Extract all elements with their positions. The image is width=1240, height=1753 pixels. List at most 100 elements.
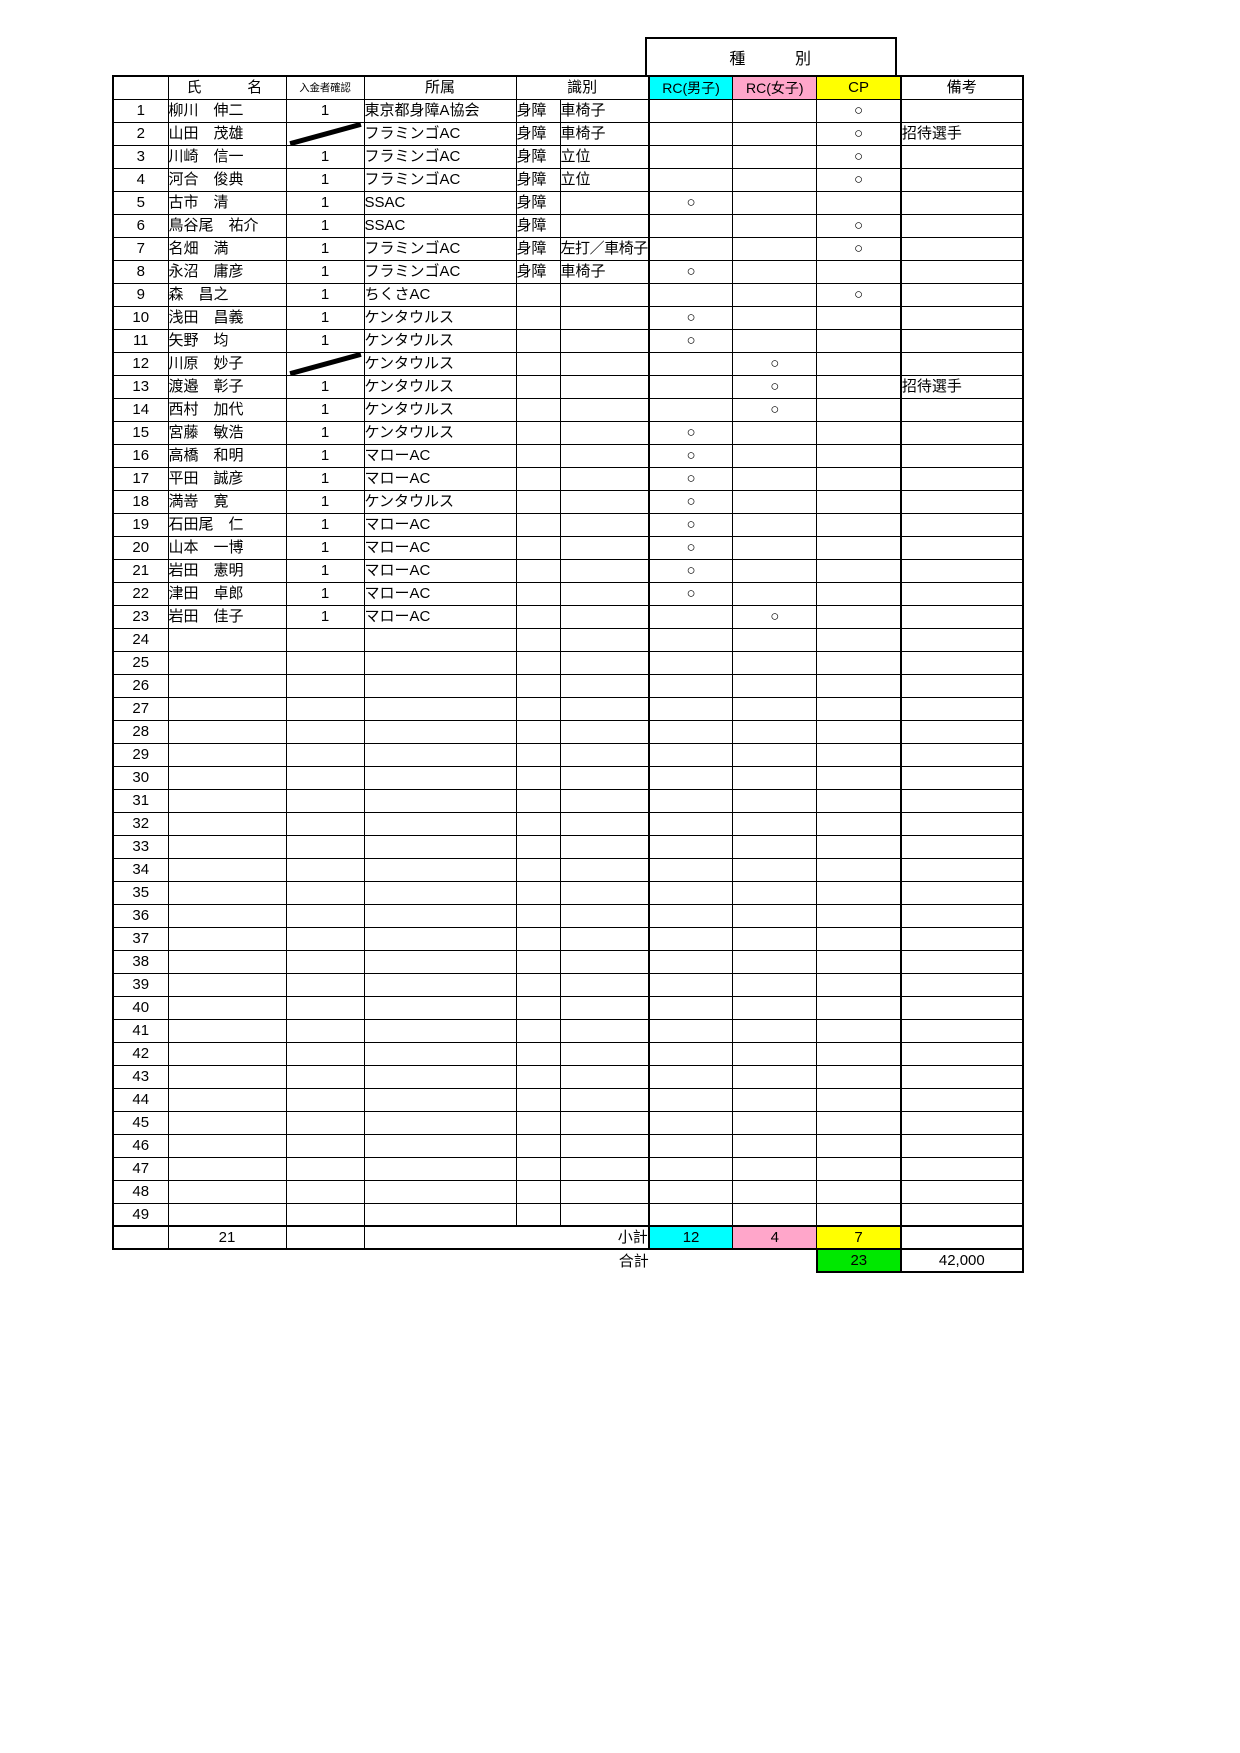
row-identification-detail (559, 857, 650, 882)
row-remarks (900, 1018, 1024, 1043)
row-remarks (900, 512, 1024, 537)
row-mark-rc-men (647, 788, 734, 813)
row-organization: フラミンゴAC (363, 121, 517, 146)
row-organization (363, 972, 517, 997)
row-mark-rc-men (647, 397, 734, 422)
row-identification-type (515, 1156, 561, 1181)
row-remarks (900, 466, 1024, 491)
row-payment-check: 1 (285, 328, 365, 353)
table-row: 13 渡邉 彰子 1 ケンタウルス ○ 招待選手 (112, 374, 1024, 399)
row-name: 永沼 庸彦 (167, 259, 287, 284)
table-row: 3 川崎 信一 1 フラミンゴAC 身障 立位 ○ (112, 144, 1024, 169)
row-mark-cp: ○ (816, 167, 902, 192)
table-row: 21 岩田 憲明 1 マローAC ○ (112, 558, 1024, 583)
row-mark-rc-women (732, 1179, 818, 1204)
row-remarks (900, 1133, 1024, 1158)
row-identification-detail (559, 1087, 650, 1112)
row-identification-detail (559, 765, 650, 790)
row-payment-check: 1 (285, 466, 365, 491)
row-number: 30 (112, 765, 169, 790)
row-mark-cp (816, 696, 902, 721)
table-row: 44 (112, 1087, 1024, 1112)
row-number: 49 (112, 1202, 169, 1227)
row-name: 渡邉 彰子 (167, 374, 287, 399)
row-organization (363, 811, 517, 836)
row-remarks (900, 995, 1024, 1020)
row-number: 26 (112, 673, 169, 698)
row-mark-cp (816, 420, 902, 445)
subtotal-rc-women: 4 (732, 1225, 818, 1250)
row-identification-type (515, 1110, 561, 1135)
row-organization (363, 880, 517, 905)
row-mark-rc-women (732, 1156, 818, 1181)
header-remarks: 備考 (900, 75, 1024, 100)
row-number: 27 (112, 696, 169, 721)
row-identification-detail (559, 880, 650, 905)
row-identification-type (515, 282, 561, 307)
row-mark-rc-men (647, 1064, 734, 1089)
row-identification-detail: 車椅子 (559, 259, 650, 284)
row-mark-rc-women (732, 535, 818, 560)
table-row: 37 (112, 926, 1024, 951)
row-identification-type: 身障 (515, 121, 561, 146)
row-mark-cp (816, 949, 902, 974)
table-row: 27 (112, 696, 1024, 721)
table-row: 42 (112, 1041, 1024, 1066)
row-identification-detail (559, 926, 650, 951)
row-mark-rc-women (732, 742, 818, 767)
row-identification-detail: 車椅子 (559, 98, 650, 123)
row-name: 満嵜 寛 (167, 489, 287, 514)
row-mark-cp (816, 259, 902, 284)
row-organization (363, 1133, 517, 1158)
row-organization: SSAC (363, 190, 517, 215)
table-row: 25 (112, 650, 1024, 675)
row-mark-rc-men (647, 374, 734, 399)
row-number: 45 (112, 1110, 169, 1135)
row-mark-rc-men: ○ (647, 443, 734, 468)
table-row: 19 石田尾 仁 1 マローAC ○ (112, 512, 1024, 537)
row-payment-check: 1 (285, 420, 365, 445)
row-mark-rc-men (647, 995, 734, 1020)
row-organization (363, 1041, 517, 1066)
row-name (167, 880, 287, 905)
row-mark-rc-men (647, 650, 734, 675)
row-mark-cp (816, 650, 902, 675)
row-mark-rc-men (647, 167, 734, 192)
row-mark-cp (816, 1087, 902, 1112)
row-mark-rc-men (647, 1133, 734, 1158)
row-identification-detail (559, 374, 650, 399)
subtotal-payment-count: 21 (167, 1225, 287, 1250)
row-payment-check: 1 (285, 190, 365, 215)
row-mark-rc-women (732, 1133, 818, 1158)
row-number: 43 (112, 1064, 169, 1089)
row-payment-check (285, 903, 365, 928)
row-mark-cp (816, 512, 902, 537)
row-number: 33 (112, 834, 169, 859)
row-mark-rc-women (732, 880, 818, 905)
row-identification-detail (559, 972, 650, 997)
row-identification-type (515, 374, 561, 399)
row-number: 23 (112, 604, 169, 629)
table-row: 35 (112, 880, 1024, 905)
row-number: 6 (112, 213, 169, 238)
row-remarks (900, 627, 1024, 652)
row-organization: ケンタウルス (363, 351, 517, 376)
row-remarks (900, 190, 1024, 215)
row-organization (363, 1018, 517, 1043)
row-payment-check (285, 1133, 365, 1158)
diagonal-slash-icon (287, 123, 364, 145)
row-mark-rc-men (647, 1110, 734, 1135)
row-number: 2 (112, 121, 169, 146)
row-identification-detail (559, 397, 650, 422)
row-name (167, 765, 287, 790)
row-number: 35 (112, 880, 169, 905)
table-row: 15 宮藤 敏浩 1 ケンタウルス ○ (112, 420, 1024, 445)
row-mark-rc-men: ○ (647, 489, 734, 514)
row-mark-rc-women (732, 650, 818, 675)
header-no (112, 75, 169, 100)
row-mark-cp (816, 742, 902, 767)
kind-label-left: 種 (729, 51, 747, 68)
row-identification-detail (559, 1064, 650, 1089)
row-name (167, 788, 287, 813)
table-row: 12 川原 妙子 ケンタウルス ○ (112, 351, 1024, 376)
